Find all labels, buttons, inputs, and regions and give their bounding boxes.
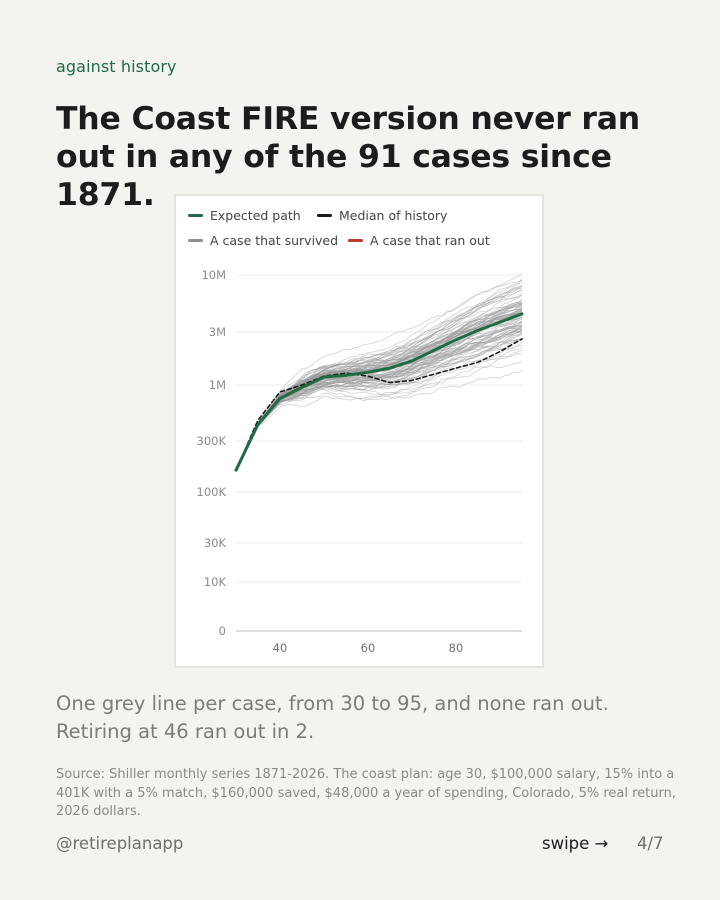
survived-case-line: [235, 339, 523, 471]
handle[interactable]: @retireplanapp: [56, 834, 184, 853]
survived-case-line: [235, 289, 523, 471]
survived-case-line: [235, 278, 523, 471]
legend-survived: A case that survived: [188, 233, 338, 248]
page-indicator: 4/7: [637, 834, 664, 853]
survived-case-line: [235, 310, 523, 471]
x-tick-label: 40: [273, 641, 288, 655]
survived-case-line: [235, 285, 523, 471]
legend-label-ran-out: A case that ran out: [370, 233, 490, 248]
survived-case-line: [235, 292, 523, 471]
survived-case-line: [235, 330, 523, 471]
survived-case-line: [235, 303, 523, 471]
survived-case-line: [235, 285, 523, 471]
legend-label-expected: Expected path: [210, 208, 301, 223]
survived-case-line: [235, 287, 523, 471]
survived-case-line: [235, 338, 523, 471]
y-tick-label: 10K: [204, 575, 227, 589]
y-tick-label: 300K: [197, 434, 227, 448]
caption: One grey line per case, from 30 to 95, a…: [56, 692, 609, 743]
survived-case-line: [235, 341, 523, 471]
grid-layer: [236, 274, 522, 632]
legend-label-survived: A case that survived: [210, 233, 339, 248]
survived-case-line: [235, 324, 523, 471]
chart-card: Expected path Median of history A case t…: [174, 194, 544, 668]
legend-median: Median of history: [317, 208, 447, 223]
y-tick-label: 100K: [197, 485, 227, 499]
y-tick-label: 10M: [201, 268, 226, 282]
survived-case-line: [235, 328, 523, 471]
x-tick-labels: 40 60 80: [273, 641, 464, 655]
y-tick-label: 0: [219, 624, 226, 638]
survived-case-line: [235, 309, 523, 471]
survived-case-line: [235, 288, 523, 471]
page-title: The Coast FIRE version never ran out in …: [56, 101, 641, 213]
expected-path-line: [234, 312, 524, 472]
survived-case-line: [235, 313, 523, 471]
survived-case-line: [235, 294, 523, 471]
survived-case-line: [235, 325, 523, 471]
legend-swatch-survived: [188, 239, 203, 242]
median-line: [235, 338, 523, 472]
y-tick-label: 3M: [209, 325, 226, 339]
survived-case-line: [235, 338, 523, 471]
survived-case-line: [235, 350, 523, 471]
legend-swatch-median: [317, 214, 332, 217]
swipe-button[interactable]: swipe →: [542, 834, 609, 853]
survived-case-line: [235, 316, 523, 471]
survived-case-line: [235, 311, 523, 471]
survived-case-line: [235, 316, 523, 471]
survived-case-line: [235, 309, 523, 471]
x-tick-label: 60: [361, 641, 376, 655]
survived-case-line: [235, 301, 522, 471]
legend-swatch-expected: [188, 214, 203, 217]
line-chart: 0 10K 30K 100K 300K 1M 3M 10M 40 60 80: [197, 268, 524, 655]
survived-case-line: [235, 361, 523, 471]
legend-label-median: Median of history: [339, 208, 448, 223]
legend-swatch-ran-out: [348, 239, 363, 242]
y-tick-label: 1M: [209, 378, 226, 392]
source-note: Source: Shiller monthly series 1871-2026…: [56, 767, 676, 819]
legend-ran-out: A case that ran out: [348, 233, 490, 248]
survived-case-line: [235, 324, 522, 471]
survived-case-line: [235, 326, 523, 471]
survived-case-line: [235, 370, 523, 471]
legend-expected-path: Expected path: [188, 208, 301, 223]
survived-case-line: [235, 330, 523, 471]
y-tick-labels: 0 10K 30K 100K 300K 1M 3M 10M: [197, 268, 227, 638]
survived-case-line: [235, 310, 523, 471]
survived-case-line: [235, 284, 523, 471]
survived-case-line: [235, 345, 523, 471]
x-tick-label: 80: [449, 641, 464, 655]
survived-case-line: [235, 306, 523, 471]
survived-case-line: [235, 332, 523, 471]
survived-case-line: [235, 334, 523, 471]
survived-case-line: [235, 294, 523, 471]
survived-case-line: [235, 309, 523, 471]
survived-case-line: [235, 348, 523, 471]
y-tick-label: 30K: [204, 536, 227, 550]
survived-case-line: [235, 279, 523, 471]
survived-case-line: [235, 273, 523, 471]
series-lines: [234, 312, 524, 472]
survived-case-line: [235, 310, 523, 471]
eyebrow: against history: [56, 57, 177, 76]
